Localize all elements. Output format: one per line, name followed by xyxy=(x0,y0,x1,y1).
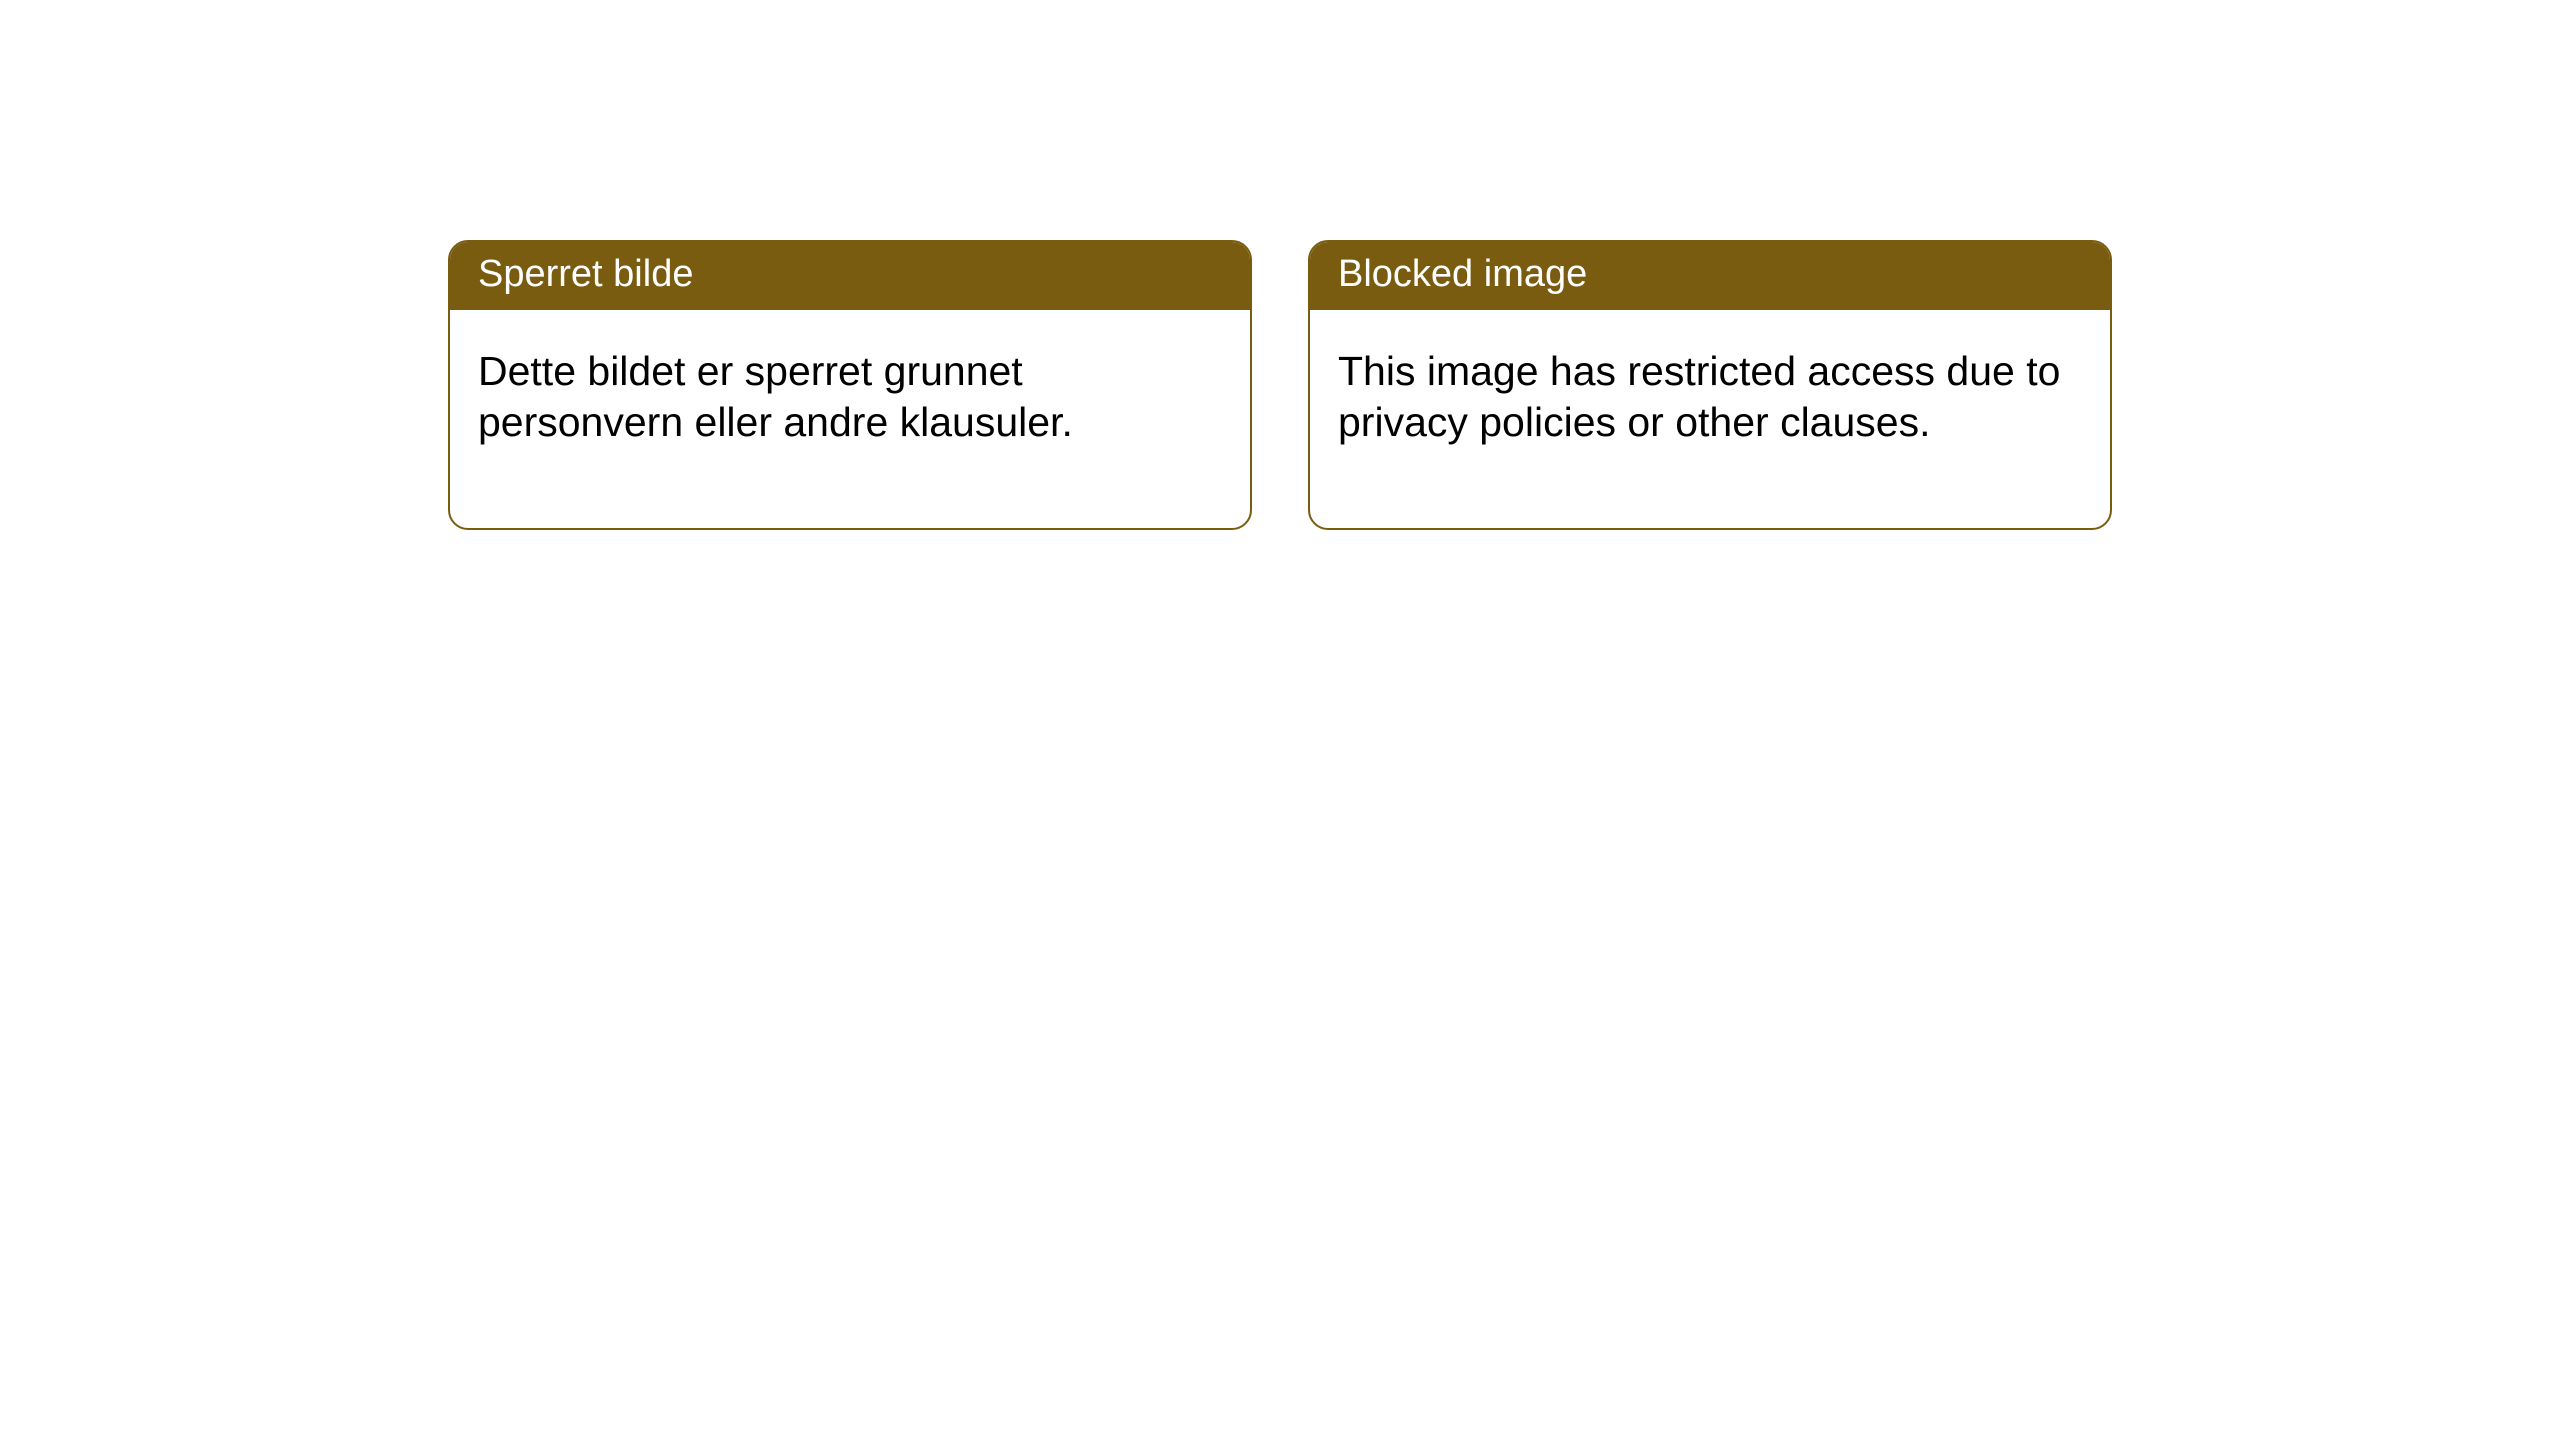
notice-body-norwegian: Dette bildet er sperret grunnet personve… xyxy=(450,310,1250,529)
notice-container: Sperret bilde Dette bildet er sperret gr… xyxy=(0,0,2560,530)
notice-card-norwegian: Sperret bilde Dette bildet er sperret gr… xyxy=(448,240,1252,530)
notice-body-english: This image has restricted access due to … xyxy=(1310,310,2110,529)
notice-title-english: Blocked image xyxy=(1310,242,2110,310)
notice-card-english: Blocked image This image has restricted … xyxy=(1308,240,2112,530)
notice-title-norwegian: Sperret bilde xyxy=(450,242,1250,310)
